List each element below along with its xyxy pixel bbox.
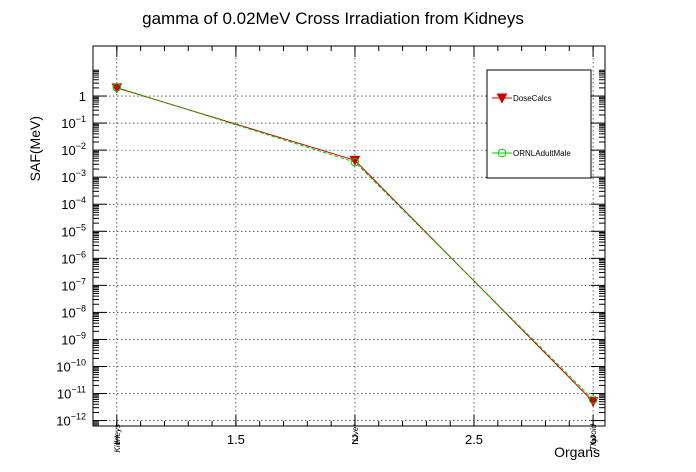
- y-tick-base: 10: [61, 332, 75, 347]
- point-ornladultmale: [112, 83, 122, 92]
- y-tick-base: 10: [57, 387, 71, 402]
- y-tick-label: 10−6: [61, 249, 86, 266]
- y-axis-label: SAF(MeV): [27, 116, 43, 181]
- y-tick-exponent: −12: [71, 412, 86, 422]
- y-tick-label: 10−7: [61, 276, 86, 293]
- y-tick-base: 10: [61, 278, 75, 293]
- y-tick-exponent: −10: [71, 357, 86, 367]
- x-tick-label: 2: [351, 432, 358, 447]
- y-tick-base: 10: [56, 359, 70, 374]
- y-tick-exponent: −8: [76, 303, 86, 313]
- y-tick-label: 10−5: [61, 222, 86, 239]
- y-tick-exponent: −5: [76, 222, 86, 232]
- category-label: Thyroid: [589, 423, 598, 450]
- y-tick-exponent: −9: [76, 330, 86, 340]
- y-tick-label: 10−8: [61, 303, 86, 320]
- y-tick-label: 10−2: [61, 141, 86, 158]
- legend-box: [486, 69, 592, 179]
- legend: DoseCalcs ORNLAdultMale: [486, 69, 592, 179]
- y-tick-base: 10: [61, 197, 75, 212]
- y-tick-label: 1: [79, 89, 86, 104]
- y-tick-base: 10: [61, 251, 75, 266]
- y-tick-base: 10: [61, 116, 75, 131]
- y-tick-exponent: −4: [76, 195, 86, 205]
- y-tick-exponent: −7: [76, 276, 86, 286]
- grid: [93, 46, 605, 426]
- category-label: Kidneys: [113, 424, 122, 452]
- y-tick-label: 10−11: [57, 385, 86, 402]
- chart-title: gamma of 0.02MeV Cross Irradiation from …: [142, 9, 524, 28]
- y-tick-base: 10: [61, 170, 75, 185]
- legend-marker-ornladultmale: [497, 148, 507, 158]
- y-tick-label: 10−1: [61, 114, 86, 131]
- y-tick-label: 10−12: [56, 412, 86, 429]
- y-tick-exponent: −3: [76, 168, 86, 178]
- point-ornladultmale: [588, 395, 598, 404]
- legend-label: ORNLAdultMale: [513, 149, 571, 158]
- series-layer: [111, 83, 599, 408]
- y-tick-exponent: −11: [71, 385, 86, 395]
- x-tick-label: 1.5: [227, 432, 245, 447]
- point-ornladultmale: [350, 157, 360, 167]
- axis-ticks: 1 1.5 2 2.5 3110−110−210−310−410−510−610−710…: [56, 46, 605, 452]
- y-tick-label: 10−3: [61, 168, 86, 185]
- legend-label: DoseCalcs: [513, 94, 552, 103]
- y-tick-base: 10: [61, 305, 75, 320]
- y-tick-exponent: −2: [76, 141, 86, 151]
- plot-frame: [92, 45, 606, 427]
- point-dosecalcs: [587, 397, 599, 408]
- x-axis-label: Organs: [554, 444, 600, 460]
- y-tick-label: 10−4: [61, 195, 86, 212]
- y-tick-base: 10: [61, 224, 75, 239]
- x-tick-label: 1: [113, 432, 120, 447]
- y-tick-label: 10−9: [61, 330, 86, 347]
- y-tick-base: 10: [61, 143, 75, 158]
- y-tick-label: 10−10: [56, 357, 86, 374]
- y-tick-exponent: −6: [76, 249, 86, 259]
- y-tick-base: 10: [56, 414, 70, 429]
- y-tick-exponent: −1: [76, 114, 86, 124]
- x-tick-label: 2.5: [465, 432, 483, 447]
- legend-marker-dosecalcs: [496, 93, 508, 104]
- point-dosecalcs: [349, 155, 361, 166]
- x-tick-label: 3: [589, 432, 596, 447]
- category-label: Liver: [351, 424, 360, 442]
